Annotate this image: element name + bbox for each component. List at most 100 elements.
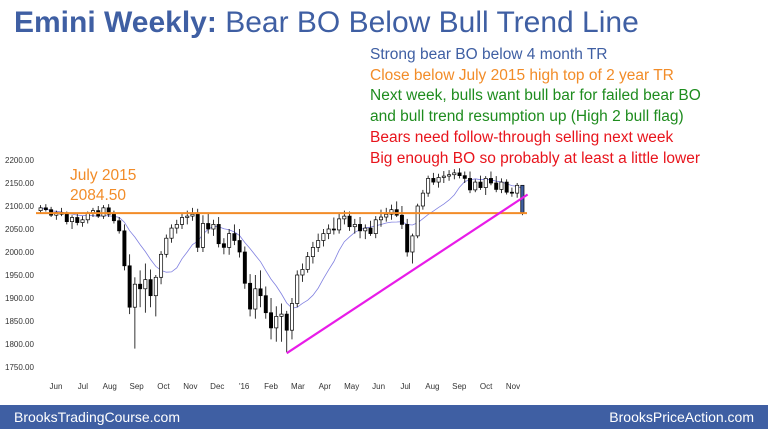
- candle-body: [101, 207, 106, 217]
- candle-body: [494, 182, 499, 190]
- candle-body: [64, 213, 69, 222]
- y-axis: 2200.00 2150.00 2100.00 2050.00 2000.00 1950.…: [5, 156, 34, 372]
- y-tick-label: 1950.00: [5, 271, 34, 280]
- candle-body: [305, 256, 310, 270]
- candle-body: [316, 240, 321, 248]
- candle-body: [363, 227, 368, 232]
- candle-body: [441, 175, 446, 178]
- candle-body: [132, 283, 137, 308]
- x-tick-label: Apr: [319, 382, 332, 391]
- x-tick-label: Jul: [400, 382, 410, 391]
- candle-body: [258, 288, 263, 297]
- candle-body: [289, 303, 294, 331]
- candle-body: [180, 217, 184, 225]
- candle-body: [347, 215, 352, 228]
- candle-body: [399, 214, 404, 225]
- candle-body: [174, 224, 179, 229]
- moving-average-line: [40, 178, 523, 309]
- candle-body: [111, 213, 116, 222]
- candle-body: [248, 282, 253, 310]
- footer-right-link[interactable]: BrooksPriceAction.com: [609, 409, 754, 425]
- candle-body: [232, 233, 237, 241]
- candle-body: [488, 178, 493, 184]
- y-tick-label: 1850.00: [5, 317, 34, 326]
- annotation-line-3: Next week, bulls want bull bar for faile…: [370, 87, 701, 105]
- candle-body: [227, 233, 232, 248]
- weekly-candlestick-chart: 2200.00 2150.00 2100.00 2050.00 2000.00 1950.…: [5, 156, 529, 391]
- candle-body: [405, 224, 410, 253]
- candle-body: [310, 247, 315, 257]
- x-tick-label: Nov: [506, 382, 520, 391]
- level-label-line2: 2084.50: [70, 187, 127, 204]
- candle-body: [274, 316, 279, 329]
- candle-body: [321, 233, 326, 241]
- title-rest: Bear BO Below Bull Trend Line: [225, 6, 639, 39]
- candle-body: [242, 251, 247, 284]
- candle-body: [431, 178, 436, 183]
- x-tick-label: Aug: [103, 382, 117, 391]
- candle-body: [253, 288, 258, 310]
- x-tick-label: Sep: [452, 382, 467, 391]
- candle-body: [117, 220, 122, 232]
- candle-body: [337, 218, 342, 231]
- candle-body: [468, 178, 472, 191]
- candle-body: [38, 207, 43, 211]
- july-2015-level-label: July 2015 2084.50: [70, 166, 136, 206]
- page-title: Emini Weekly: Bear BO Below Bull Trend L…: [14, 6, 639, 40]
- candle-body: [263, 295, 268, 314]
- candle-body: [206, 223, 211, 230]
- x-tick-label: Sep: [130, 382, 145, 391]
- footer-left-link[interactable]: BrooksTradingCourse.com: [14, 409, 180, 425]
- x-tick-label: Feb: [264, 382, 278, 391]
- candle-body: [143, 279, 148, 290]
- candle-body: [300, 269, 305, 276]
- candle-body: [473, 181, 478, 191]
- x-tick-label: Jun: [50, 382, 63, 391]
- annotation-line-6: Big enough BO so probably at least a lit…: [370, 149, 700, 167]
- candle-body: [499, 181, 504, 190]
- x-tick-label: Mar: [291, 382, 305, 391]
- candle-body: [410, 235, 415, 253]
- candle-body: [169, 227, 174, 239]
- candle-body: [195, 213, 200, 248]
- candle-body: [138, 283, 143, 290]
- y-tick-label: 2100.00: [5, 202, 34, 211]
- candle-body: [122, 230, 127, 267]
- candle-body: [483, 178, 488, 188]
- y-tick-label: 1900.00: [5, 294, 34, 303]
- y-tick-label: 1750.00: [5, 363, 34, 372]
- candle-body: [509, 191, 514, 194]
- candle-body: [457, 172, 462, 176]
- candle-body: [295, 274, 300, 304]
- candle-body: [426, 178, 431, 194]
- candle-body: [153, 276, 158, 297]
- candle-body: [331, 228, 336, 231]
- x-tick-label: Oct: [480, 382, 493, 391]
- candle-body: [368, 227, 373, 234]
- candle-body: [85, 213, 90, 221]
- candle-body: [478, 181, 483, 188]
- candle-body: [164, 237, 169, 255]
- annotation-line-1: Strong bear BO below 4 month TR: [370, 46, 608, 63]
- candle-body: [352, 224, 357, 228]
- candle-body: [326, 228, 331, 234]
- candle-body: [269, 312, 274, 329]
- y-tick-label: 2150.00: [5, 179, 34, 188]
- footer-bar: BrooksTradingCourse.com BrooksPriceActio…: [0, 405, 768, 429]
- candle-body: [211, 224, 216, 230]
- candle-body: [127, 265, 132, 308]
- x-tick-label: '16: [239, 382, 250, 391]
- candle-body: [148, 279, 153, 297]
- candle-body: [43, 207, 48, 211]
- candle-body: [379, 216, 383, 221]
- candle-body: [159, 253, 164, 278]
- candle-body: [389, 209, 394, 215]
- x-tick-label: May: [344, 382, 359, 391]
- candle-body: [447, 174, 452, 177]
- x-tick-label: Oct: [157, 382, 170, 391]
- candle-body: [70, 217, 75, 222]
- annotation-line-5: Bears need follow-through selling next w…: [370, 128, 674, 146]
- moving-average: [40, 178, 523, 309]
- candle-body: [436, 177, 441, 183]
- candle-body: [200, 223, 205, 248]
